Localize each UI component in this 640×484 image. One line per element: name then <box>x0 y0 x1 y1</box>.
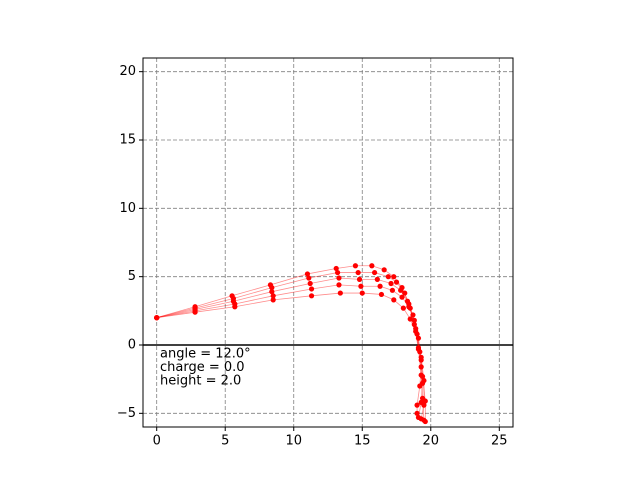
trajectory-point <box>352 263 359 269</box>
trajectory-point <box>415 335 422 341</box>
trajectory-point <box>308 293 315 299</box>
trajectory-point <box>336 282 342 288</box>
trajectory-point <box>304 271 311 277</box>
trajectory-point <box>381 267 387 273</box>
trajectory-point <box>307 280 313 287</box>
y-tick-label: 15 <box>119 133 136 148</box>
trajectory-point <box>419 373 426 380</box>
trajectory-point <box>371 269 378 276</box>
x-tick-label: 20 <box>423 434 440 449</box>
plot-frame <box>142 57 514 428</box>
trajectory-point <box>422 418 428 425</box>
trajectory-point <box>414 410 420 416</box>
annotation: charge = 0.0 <box>160 360 245 375</box>
trajectory-point <box>369 263 375 269</box>
trajectory-point <box>355 269 361 276</box>
trajectory-point <box>154 315 160 321</box>
trajectory-point <box>374 276 380 282</box>
trajectory-point <box>406 304 412 310</box>
y-tick-label: −5 <box>117 406 136 421</box>
trajectory-point <box>336 275 342 281</box>
y-tick-label: 20 <box>119 64 136 79</box>
y-tick-label: 5 <box>128 269 136 284</box>
trajectory-point <box>422 398 428 404</box>
trajectory-point <box>388 280 394 287</box>
trajectory-point <box>402 290 408 296</box>
trajectory-point <box>398 287 404 293</box>
y-tick-label: 10 <box>119 201 136 216</box>
trajectory-point <box>358 283 364 289</box>
x-tick-label: 0 <box>153 434 161 449</box>
trajectory-point <box>418 364 424 370</box>
trajectory-point <box>270 297 276 303</box>
annotation: angle = 12.0° <box>160 347 251 362</box>
trajectory-point <box>356 276 363 282</box>
x-tick-label: 25 <box>491 434 508 449</box>
annotation: height = 2.0 <box>160 374 241 389</box>
trajectory-point <box>192 309 198 315</box>
trajectory-point <box>399 294 405 300</box>
trajectory-point <box>378 291 385 298</box>
trajectory-point <box>417 349 423 355</box>
trajectory-point <box>333 265 339 272</box>
trajectory-point <box>359 290 365 296</box>
trajectory-point <box>269 285 275 291</box>
trajectory-point <box>415 345 422 351</box>
trajectory-point <box>391 274 397 280</box>
trajectory-point <box>393 279 400 285</box>
trajectory-point <box>270 293 276 299</box>
x-tick-label: 10 <box>285 434 302 449</box>
trajectory-point <box>334 269 341 276</box>
trajectory-point <box>418 357 424 363</box>
trajectory-point <box>337 290 343 296</box>
trajectory-point <box>411 321 417 328</box>
trajectory-point <box>389 287 396 293</box>
trajectory-point <box>415 414 422 421</box>
trajectory-point <box>411 317 417 323</box>
y-tick-label: 0 <box>128 338 136 353</box>
trajectory-point <box>413 328 419 334</box>
trajectory-point <box>410 312 416 318</box>
trajectory-point <box>306 275 312 281</box>
trajectory-point <box>418 399 424 405</box>
trajectory-point <box>407 316 413 322</box>
trajectory-point <box>400 305 406 311</box>
trajectory-point <box>377 283 383 289</box>
x-tick-label: 15 <box>354 434 371 449</box>
trajectory-point <box>404 298 411 304</box>
trajectory-point <box>232 304 238 310</box>
x-tick-label: 5 <box>221 434 229 449</box>
trajectory-point <box>385 274 391 280</box>
trajectory-point <box>308 286 315 292</box>
trajectory-point <box>414 402 420 408</box>
trajectory-point <box>391 297 397 303</box>
trajectory-point <box>269 289 275 295</box>
trajectory-point <box>417 383 423 389</box>
